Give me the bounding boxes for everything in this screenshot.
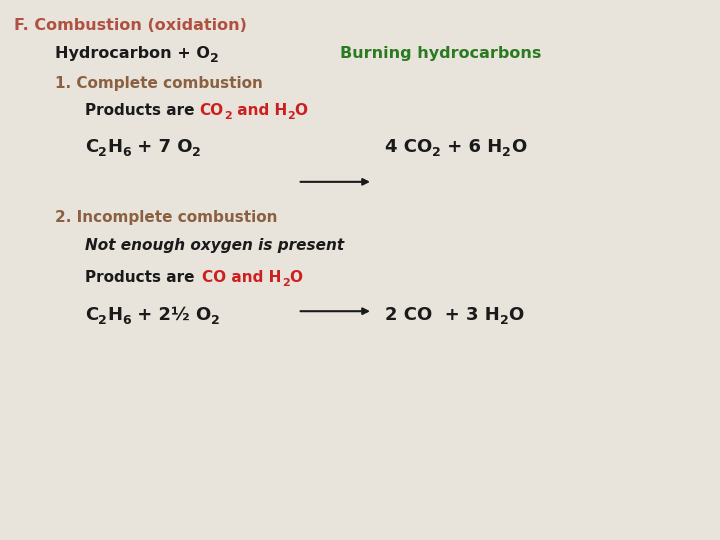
Text: 2. Incomplete combustion: 2. Incomplete combustion <box>55 210 277 225</box>
Text: Not enough oxygen is present: Not enough oxygen is present <box>85 238 344 253</box>
Text: 2 CO  + 3 H: 2 CO + 3 H <box>385 306 500 324</box>
Text: 2: 2 <box>211 314 220 327</box>
Text: and H: and H <box>232 103 287 118</box>
Text: O: O <box>508 306 523 324</box>
Text: O: O <box>289 270 302 285</box>
Text: 6: 6 <box>122 146 130 159</box>
Text: + 6 H: + 6 H <box>441 138 503 156</box>
Text: 6: 6 <box>122 314 130 327</box>
Text: 2: 2 <box>224 111 232 121</box>
Text: 2: 2 <box>98 146 107 159</box>
Text: 2: 2 <box>282 278 289 288</box>
Text: 2: 2 <box>98 314 107 327</box>
Text: 2: 2 <box>432 146 441 159</box>
Text: + 7 O: + 7 O <box>130 138 192 156</box>
Text: 4 CO: 4 CO <box>385 138 432 156</box>
Text: H: H <box>107 306 122 324</box>
Text: Products are: Products are <box>85 103 199 118</box>
Text: Hydrocarbon + O: Hydrocarbon + O <box>55 46 210 61</box>
Text: 2: 2 <box>192 146 201 159</box>
Text: Products are: Products are <box>85 270 194 285</box>
Text: C: C <box>85 138 98 156</box>
Text: 2: 2 <box>210 52 219 65</box>
Text: C: C <box>85 306 98 324</box>
Text: 2: 2 <box>287 111 294 121</box>
Text: 2: 2 <box>503 146 511 159</box>
Text: CO and H: CO and H <box>202 270 282 285</box>
Text: Burning hydrocarbons: Burning hydrocarbons <box>340 46 541 61</box>
Text: 2: 2 <box>500 314 508 327</box>
Text: H: H <box>107 138 122 156</box>
Text: CO: CO <box>199 103 224 118</box>
Text: O: O <box>294 103 307 118</box>
Text: + 2½ O: + 2½ O <box>130 306 211 324</box>
Text: O: O <box>511 138 526 156</box>
Text: 1. Complete combustion: 1. Complete combustion <box>55 76 263 91</box>
Text: F. Combustion (oxidation): F. Combustion (oxidation) <box>14 18 247 33</box>
